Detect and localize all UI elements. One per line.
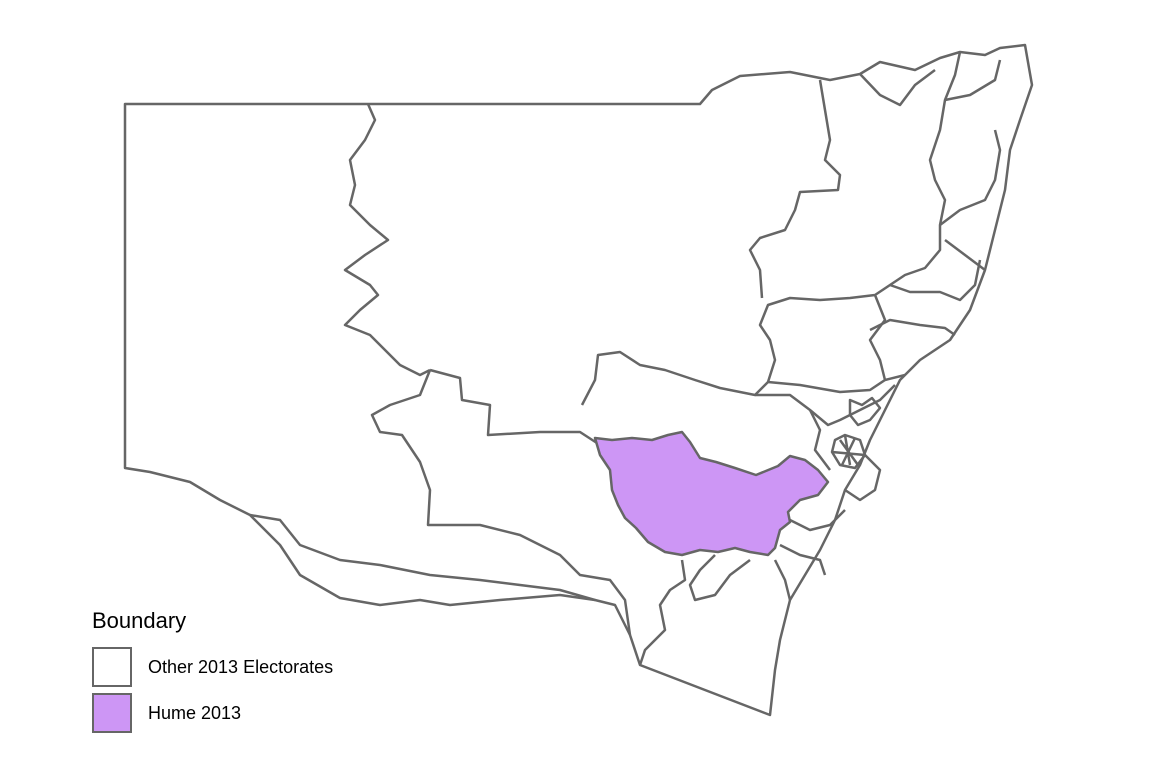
electorate-boundary	[868, 294, 887, 381]
electorate-boundary	[580, 51, 962, 406]
electorate-boundary	[939, 129, 1002, 226]
legend-label-other: Other 2013 Electorates	[148, 656, 334, 677]
electorate-boundary	[429, 368, 601, 447]
electorate-boundary	[808, 409, 831, 471]
legend-swatch-other	[92, 647, 132, 687]
electorate-boundary	[638, 559, 687, 666]
electorate-boundary	[370, 369, 632, 636]
electorate-boundary	[748, 79, 842, 299]
electorate-boundary	[889, 259, 982, 302]
legend-title: Boundary	[92, 608, 187, 633]
electorate-boundary	[844, 454, 882, 502]
electorate-boundary	[755, 384, 896, 427]
legend: Boundary Other 2013 Electorates Hume 201…	[92, 608, 333, 736]
state-outline	[123, 43, 1034, 717]
electorate-boundary	[767, 373, 906, 394]
electorate-boundary	[688, 554, 751, 602]
electorate-boundary	[249, 513, 596, 602]
electorate-boundary	[859, 69, 936, 107]
electorate-boundary	[789, 509, 846, 532]
legend-item-other: Other 2013 Electorates	[92, 644, 333, 690]
electorate-boundary	[773, 559, 792, 601]
legend-swatch-hume	[92, 693, 132, 733]
electorate-boundary	[944, 239, 986, 271]
electorate-boundary	[848, 396, 882, 427]
electorate-boundary	[831, 434, 866, 466]
electorate-boundary	[830, 433, 867, 470]
legend-item-hume: Hume 2013	[92, 690, 333, 736]
hume-electorate	[593, 430, 830, 557]
electorate-boundary	[779, 543, 827, 576]
electorate-boundary	[343, 103, 431, 377]
legend-label-hume: Hume 2013	[148, 702, 242, 723]
electorate-boundary	[944, 59, 1002, 102]
